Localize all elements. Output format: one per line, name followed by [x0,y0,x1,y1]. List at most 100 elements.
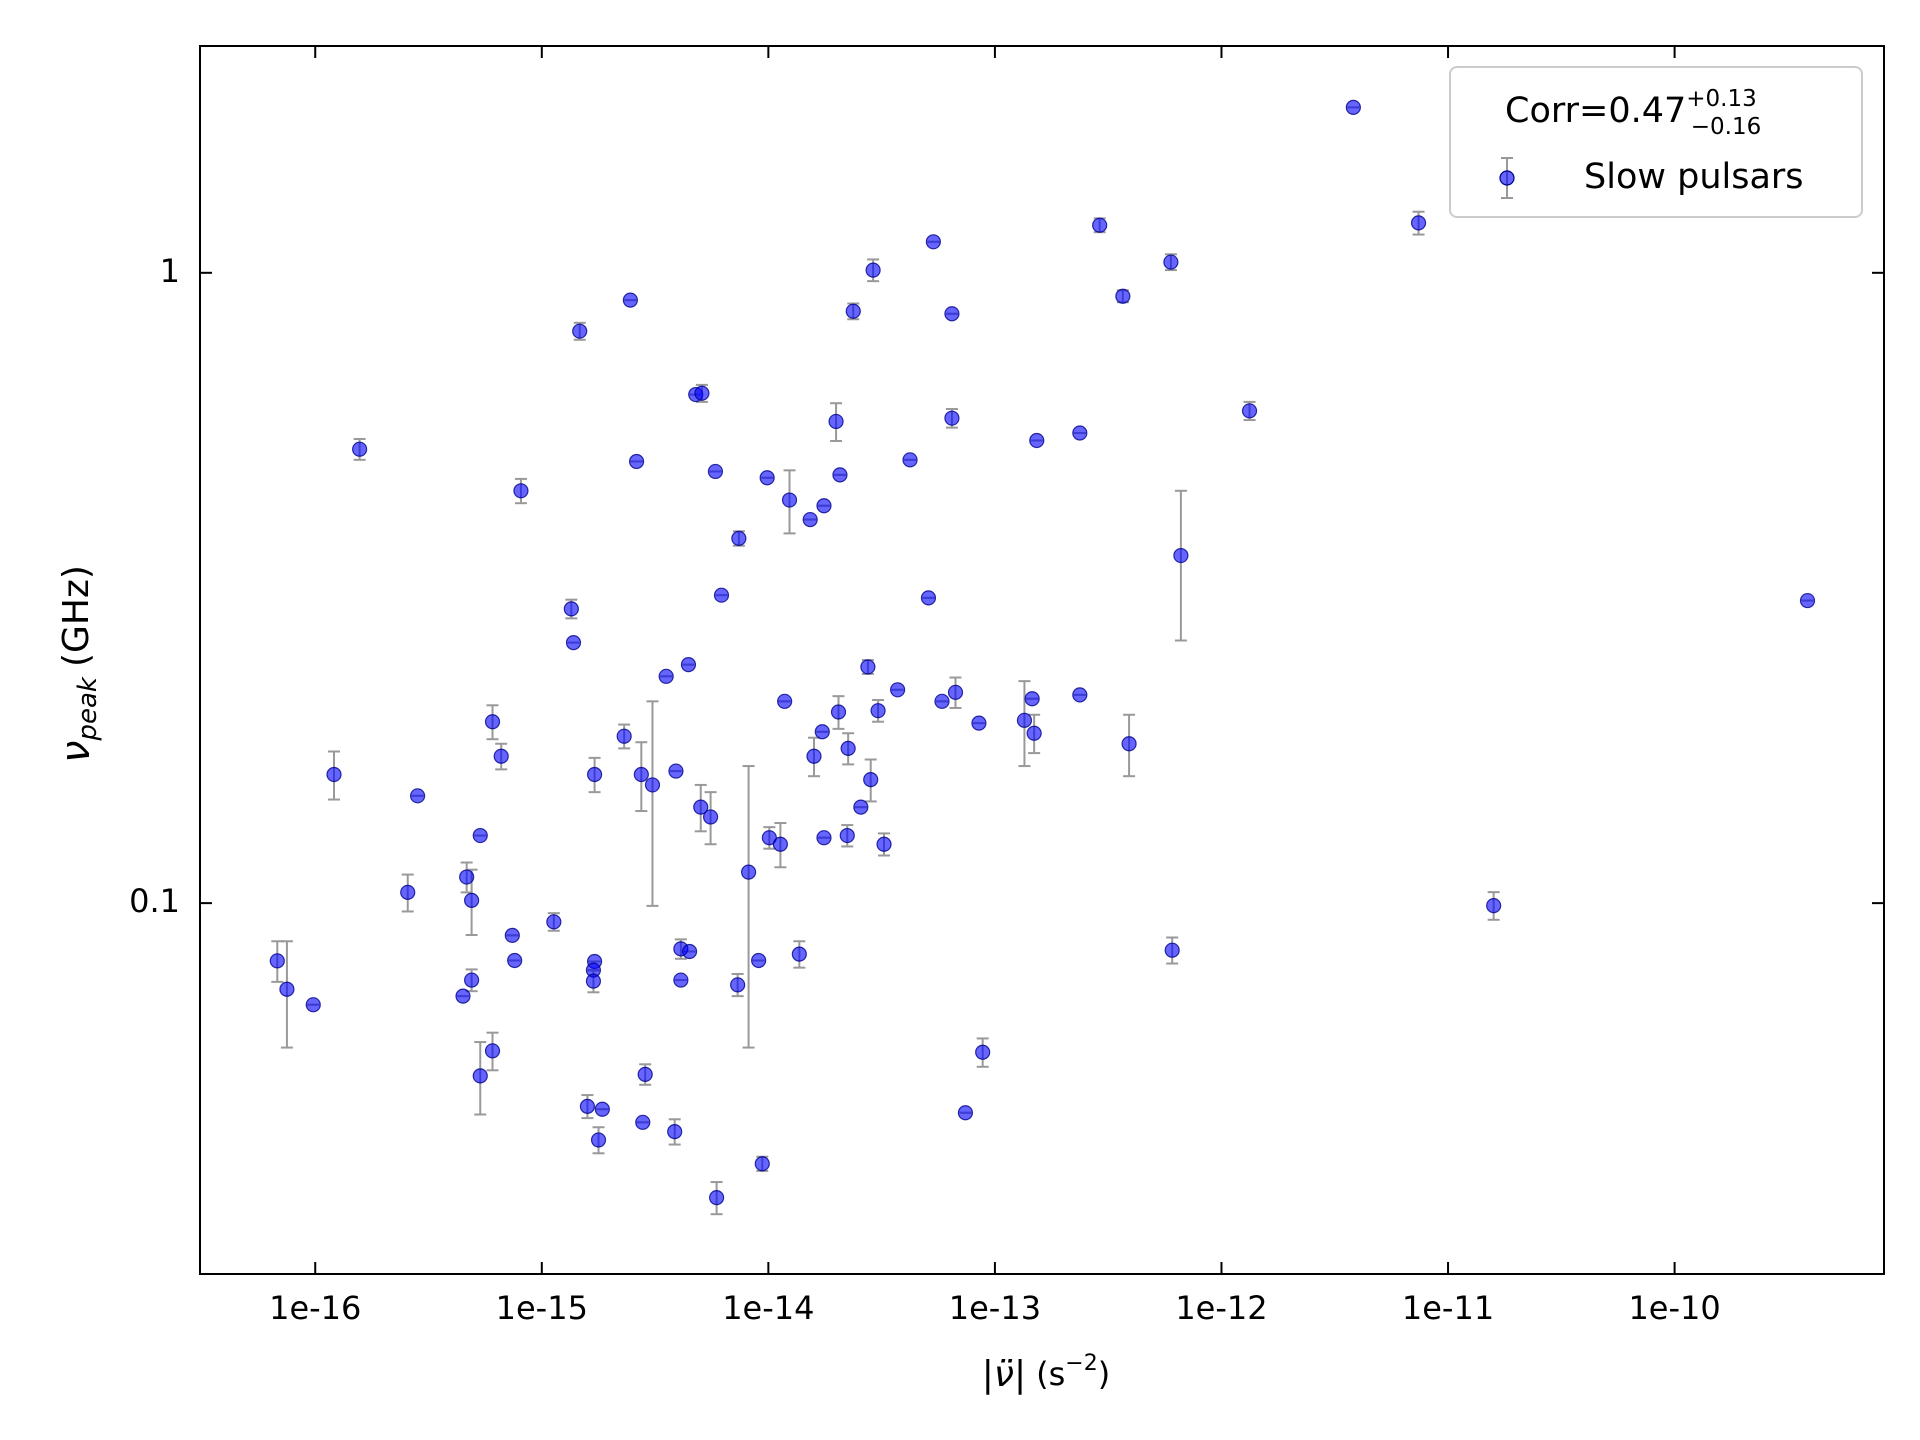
data-point [585,973,602,989]
data-point [633,766,649,783]
data-point [1163,254,1179,270]
y-axis-label: νpeak (GHz) [53,565,103,763]
y-tick-label: 0.1 [129,882,180,920]
data-point [890,682,906,698]
plot-area [269,99,1816,1216]
data-point [693,799,709,815]
data-point [781,492,798,508]
data-point [947,684,964,700]
data-point [920,590,937,606]
data-point [352,441,368,457]
data-point [622,292,638,308]
data-point [839,827,855,844]
legend-title: Corr=0.47+0.13 −0.16 [1505,86,1761,140]
x-tick-label: 1e-13 [949,1289,1041,1327]
data-point [971,715,987,731]
data-point [828,413,844,430]
data-point [1024,691,1040,707]
data-point [731,530,747,547]
y-label-unit: (GHz) [56,565,97,667]
data-point [772,836,788,852]
data-point [513,483,529,499]
data-point [791,946,807,962]
data-point [484,714,501,730]
data-point [681,943,698,960]
data-point [1092,217,1108,233]
data-point [944,306,960,322]
x-tick-label: 1e-11 [1402,1289,1494,1327]
data-point [269,953,285,969]
data-point [1486,898,1502,914]
data-point [957,1105,974,1121]
error-bar [646,700,659,907]
data-point [853,799,869,815]
data-point [944,410,960,426]
data-point [703,809,719,825]
data-point [876,836,892,852]
data-point [565,635,582,651]
x-label-exponent: −2 [1065,1351,1097,1376]
data-point [1072,425,1088,441]
data-point [637,1066,653,1082]
data-point [409,788,426,804]
y-label-symbol: ν [53,741,99,763]
data-point [975,1044,991,1060]
legend-label[interactable]: Slow pulsars [1584,157,1804,197]
data-point [761,830,777,846]
data-point [830,704,847,720]
legend-title-main: Corr=0.47 [1505,91,1686,131]
data-point [455,988,471,1004]
data-point [590,1132,607,1148]
data-point [628,453,645,470]
data-point [459,869,475,885]
data-point [730,977,746,993]
data-point [865,262,881,278]
data-point [1173,547,1189,564]
data-point [1164,942,1180,958]
data-point [1410,215,1427,231]
data-point [870,703,886,719]
data-point [806,748,822,764]
error-bar [742,765,755,1049]
data-point [713,587,730,603]
data-point [326,766,342,783]
data-point [816,498,832,514]
data-point [635,1114,651,1130]
legend-box [1449,66,1863,218]
data-point [694,385,710,401]
data-point [1345,99,1361,115]
data-point [814,724,830,740]
data-point [658,668,674,684]
data-point [644,777,661,793]
x-label-unit: (s [1036,1355,1065,1393]
data-point [1115,288,1131,304]
axes-frame [199,45,1885,1275]
data-point [1026,725,1042,741]
y-tick-label: 1 [160,252,180,290]
data-point [816,830,832,846]
data-point [472,1068,488,1084]
x-tick-label: 1e-15 [496,1289,588,1327]
data-point [759,470,775,486]
data-point [751,952,767,969]
data-point [802,511,818,528]
data-point [707,463,724,480]
data-point [400,884,416,900]
legend-marker [1499,170,1515,186]
data-point [1029,432,1045,449]
legend: Corr=0.47+0.13 −0.16 Slow pulsars [1449,66,1863,218]
x-tick-label: 1e-10 [1628,1289,1720,1327]
data-point [464,972,480,988]
data-point [673,972,689,988]
data-point [1799,592,1816,609]
data-point [709,1190,725,1206]
data-point [484,1043,501,1059]
data-point [754,1156,770,1172]
data-point [579,1098,596,1114]
data-point [845,303,861,319]
error-bar [1174,489,1187,642]
data-point [546,914,562,930]
data-point [667,1124,683,1140]
